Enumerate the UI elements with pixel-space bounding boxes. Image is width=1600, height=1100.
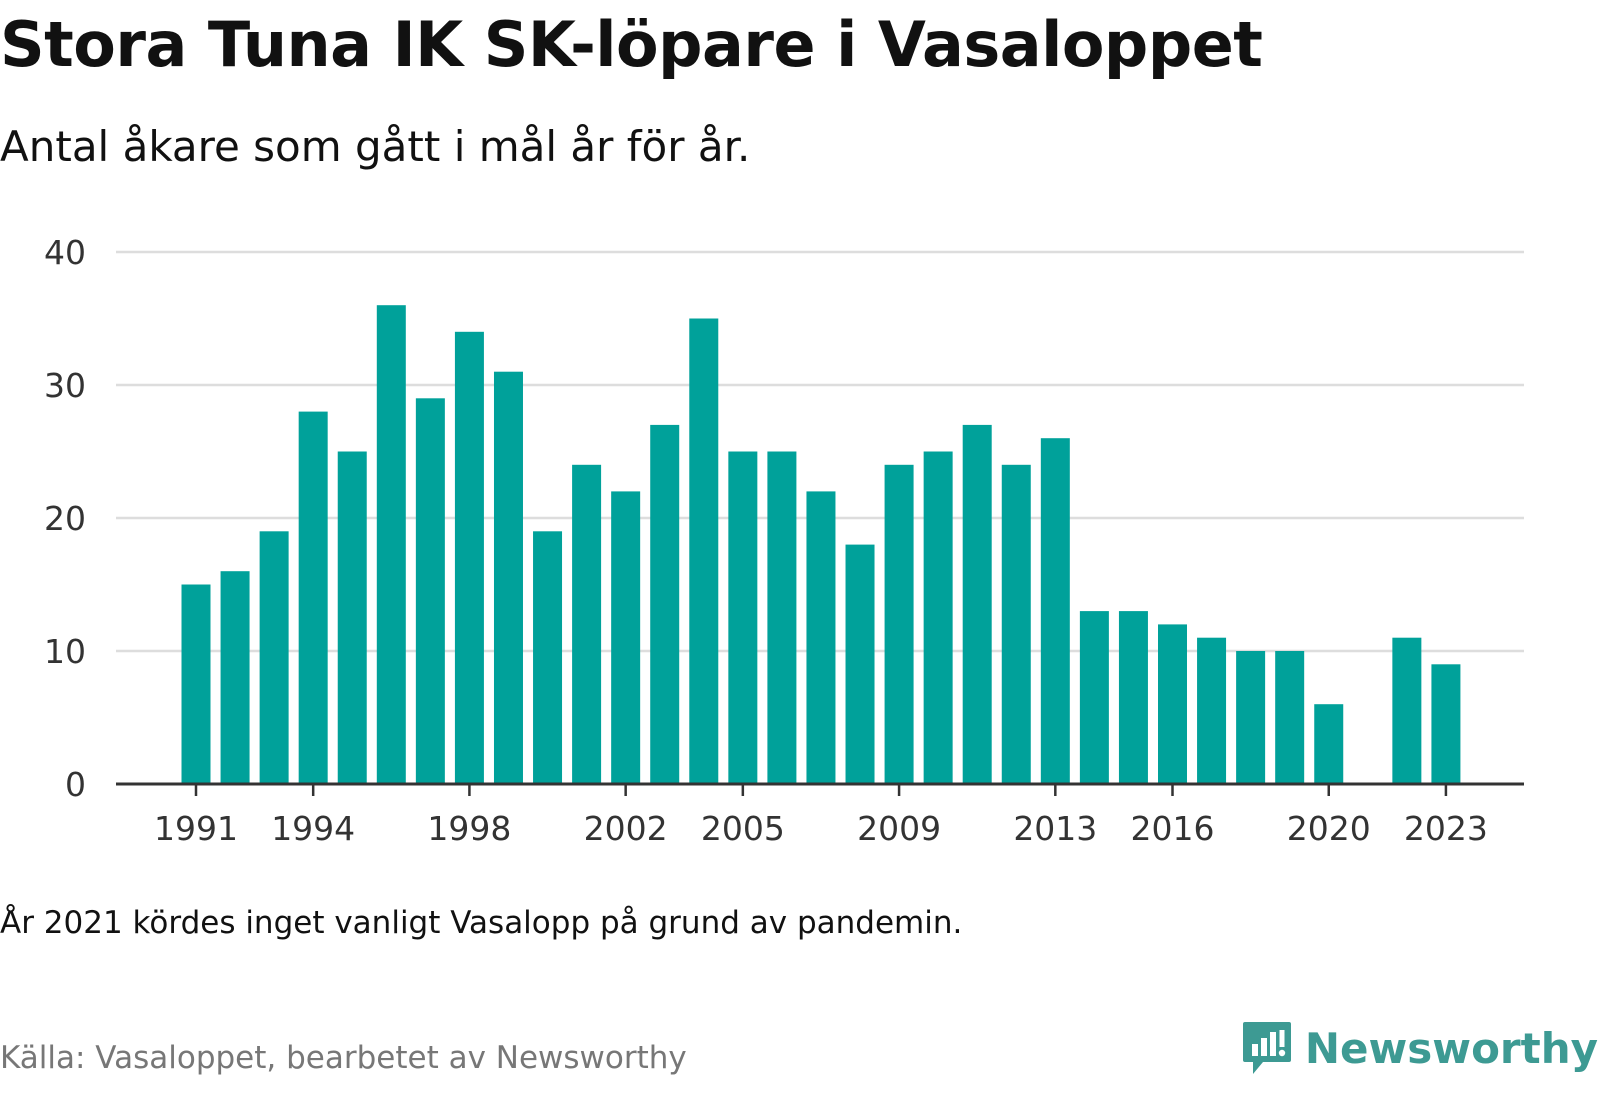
bar-1993 <box>259 531 289 784</box>
brand-name: Newsworthy <box>1304 1023 1598 1073</box>
bar-2002 <box>611 491 641 784</box>
x-tick-label: 2013 <box>1013 809 1097 848</box>
x-tick-label: 2009 <box>857 809 941 848</box>
newsworthy-logo-icon <box>1242 1022 1291 1074</box>
bar-2008 <box>845 544 875 784</box>
chart-title: Stora Tuna IK SK-löpare i Vasaloppet <box>0 8 1263 81</box>
bar-2012 <box>1001 464 1031 784</box>
bar-1991 <box>181 584 211 784</box>
x-tick-label: 2002 <box>584 809 668 848</box>
bar-2006 <box>767 451 797 784</box>
bar-2001 <box>572 464 602 784</box>
bar-2023 <box>1431 664 1461 784</box>
y-tick-label: 40 <box>44 233 86 272</box>
bar-2003 <box>650 424 680 784</box>
bar-2007 <box>806 491 836 784</box>
y-tick-label: 30 <box>44 366 86 405</box>
bar-2017 <box>1197 637 1227 784</box>
bar-1992 <box>220 571 250 784</box>
bar-1999 <box>493 371 523 784</box>
bar-2004 <box>689 318 719 784</box>
bar-1994 <box>298 411 328 784</box>
bar-1995 <box>337 451 367 784</box>
chart-note: År 2021 kördes inget vanligt Vasalopp på… <box>0 905 963 941</box>
y-tick-label: 10 <box>44 632 86 671</box>
x-tick-label: 1991 <box>154 809 238 848</box>
y-tick-label: 20 <box>44 499 86 538</box>
x-tick-label: 2016 <box>1131 809 1215 848</box>
y-tick-label: 0 <box>65 765 86 804</box>
x-tick-label: 2005 <box>701 809 785 848</box>
bar-2000 <box>533 531 563 784</box>
bar-2015 <box>1118 611 1148 784</box>
bar-1996 <box>376 305 406 784</box>
bar-2019 <box>1275 651 1305 784</box>
bar-2011 <box>962 424 992 784</box>
bar-1998 <box>454 331 484 784</box>
x-tick-label: 2023 <box>1404 809 1488 848</box>
bar-2005 <box>728 451 758 784</box>
bar-2022 <box>1392 637 1422 784</box>
bar-2018 <box>1236 651 1266 784</box>
x-tick-label: 2020 <box>1287 809 1371 848</box>
bar-2020 <box>1314 704 1344 784</box>
bar-2009 <box>884 464 914 784</box>
brand-logo: Newsworthy <box>1241 1020 1598 1076</box>
x-tick-label: 1994 <box>271 809 355 848</box>
x-tick-label: 1998 <box>427 809 511 848</box>
bar-chart: 0 10 20 30 40 1991 1994 1998 2002 2005 2009 2013 201… <box>44 233 1524 848</box>
bar-2016 <box>1158 624 1187 784</box>
source-text: Källa: Vasaloppet, bearbetet av Newswort… <box>0 1040 687 1076</box>
bar-2014 <box>1079 611 1109 784</box>
bar-2013 <box>1040 438 1070 784</box>
chart-subtitle: Antal åkare som gått i mål år för år. <box>0 122 751 171</box>
bar-2010 <box>923 451 953 784</box>
bar-1997 <box>415 398 445 784</box>
